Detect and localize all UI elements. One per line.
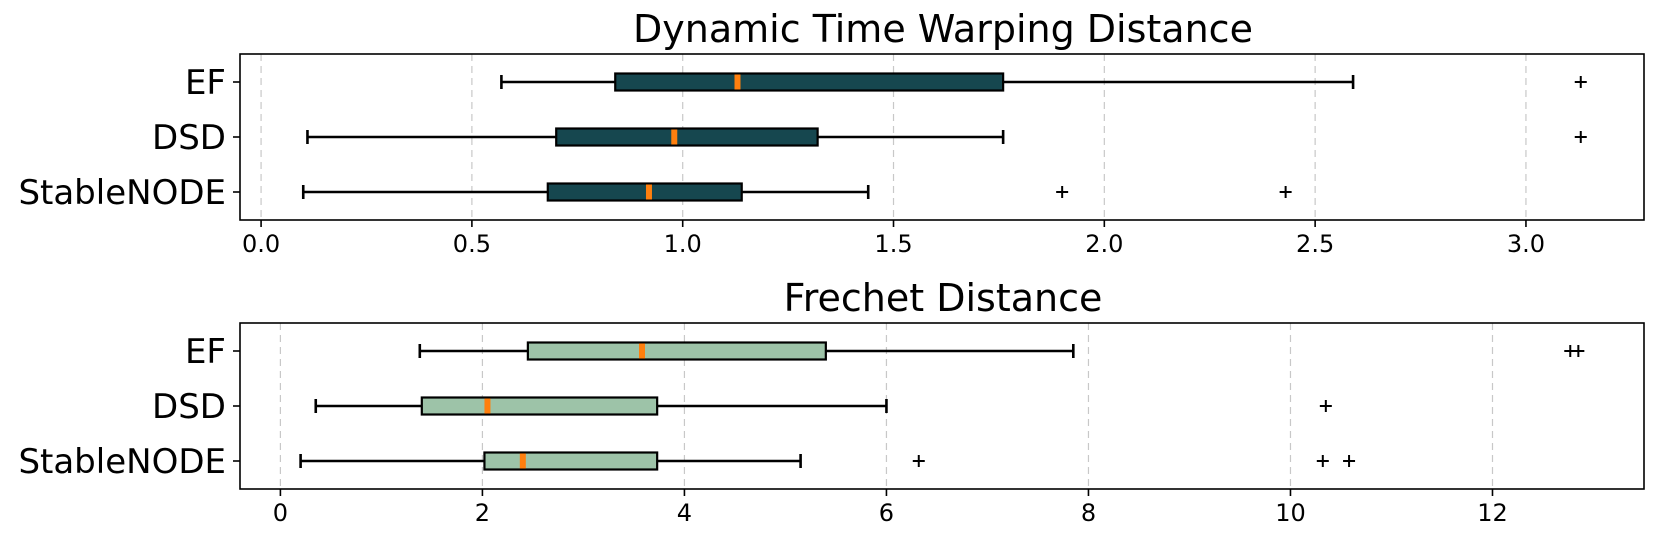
x-tick-label: 6 [879, 499, 894, 527]
x-axis-ticks: 0 2 4 6 8 10 12 [273, 489, 1508, 527]
outlier-marker [912, 455, 925, 467]
box-stablenode [299, 451, 1356, 471]
box-ef [418, 341, 1585, 361]
boxes [299, 341, 1585, 471]
x-tick-label: 10 [1275, 499, 1306, 527]
x-tick-label: 1.0 [664, 230, 702, 258]
dtw-distance-panel: Dynamic Time Warping Distance 0.0 0.5 1.0 1… [18, 7, 1645, 258]
iqr-box [526, 341, 827, 361]
x-tick-label: 2 [475, 499, 490, 527]
iqr-box [483, 451, 659, 471]
y-tick-label: DSD [152, 118, 226, 158]
outlier-marker [1574, 131, 1587, 143]
x-tick-label: 2.0 [1085, 230, 1123, 258]
x-tick-label: 3.0 [1507, 230, 1545, 258]
x-tick-label: 0 [273, 499, 288, 527]
y-axis-categories: EF DSD StableNODE [18, 63, 240, 213]
y-tick-label: EF [185, 63, 226, 103]
y-tick-label: DSD [152, 387, 226, 427]
boxes [301, 72, 1587, 202]
outlier-marker [1572, 345, 1585, 357]
iqr-box [420, 396, 659, 416]
iqr-box [614, 72, 1005, 92]
outlier-marker [1279, 186, 1292, 198]
box-stablenode [301, 182, 1292, 202]
x-tick-label: 0.0 [242, 230, 280, 258]
box-dsd [306, 127, 1587, 147]
iqr-box [546, 182, 743, 202]
outlier-marker [1319, 400, 1332, 412]
x-tick-label: 1.5 [874, 230, 912, 258]
x-tick-label: 8 [1081, 499, 1096, 527]
x-axis-ticks: 0.0 0.5 1.0 1.5 2.0 2.5 3.0 [242, 220, 1545, 258]
frechet-distance-panel: Frechet Distance 0 2 4 6 8 10 12 EF DSD StableNO… [18, 276, 1645, 527]
y-tick-label: StableNODE [18, 173, 226, 213]
chart-title: Dynamic Time Warping Distance [633, 7, 1253, 51]
chart-title: Frechet Distance [784, 276, 1103, 320]
y-tick-label: StableNODE [18, 442, 226, 482]
outlier-marker [1574, 76, 1587, 88]
outlier-marker [1056, 186, 1069, 198]
x-tick-label: 0.5 [453, 230, 491, 258]
y-tick-label: EF [185, 332, 226, 372]
outlier-marker [1343, 455, 1356, 467]
outlier-marker [1316, 455, 1329, 467]
x-tick-label: 12 [1477, 499, 1508, 527]
x-tick-label: 4 [677, 499, 692, 527]
box-dsd [314, 396, 1332, 416]
box-ef [500, 72, 1587, 92]
x-tick-label: 2.5 [1296, 230, 1334, 258]
iqr-box [555, 127, 819, 147]
y-axis-categories: EF DSD StableNODE [18, 332, 240, 482]
